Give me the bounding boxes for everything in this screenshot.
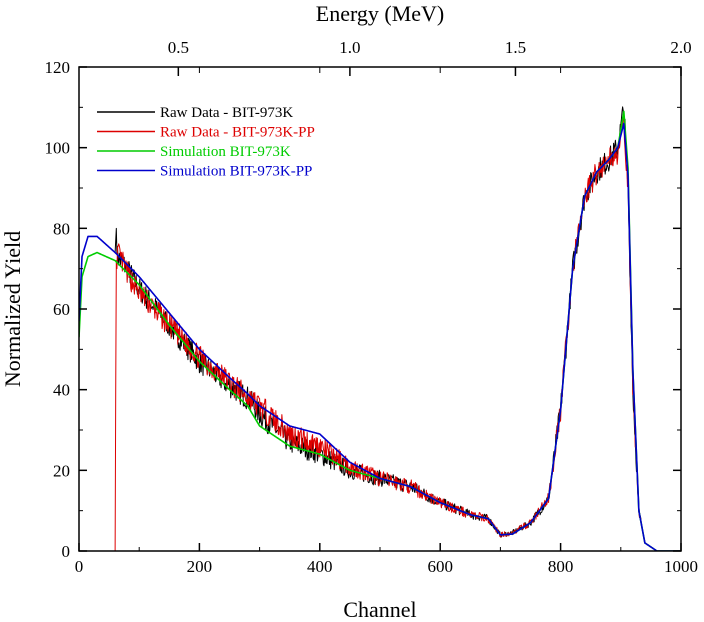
series-line-1 bbox=[114, 113, 681, 551]
legend-label-2: Simulation BIT-973K bbox=[160, 144, 291, 160]
x-axis-title: Channel bbox=[343, 597, 416, 622]
series-layer bbox=[79, 106, 681, 551]
x-tick-label: 200 bbox=[187, 557, 213, 576]
y-axis-title: Normalized Yield bbox=[0, 231, 25, 387]
axes-layer: 0 200 400 600 800 1000 0 20 40 60 80 100 120 0.5 1.0 1.… bbox=[45, 38, 699, 576]
top-tick-label: 1.0 bbox=[339, 38, 360, 57]
legend-label-1: Raw Data - BIT-973K-PP bbox=[160, 125, 315, 141]
x-tick-label: 800 bbox=[548, 557, 574, 576]
legend: Raw Data - BIT-973K Raw Data - BIT-973K-P… bbox=[97, 105, 315, 180]
y-tick-label: 0 bbox=[62, 542, 71, 561]
top-axis-title: Energy (MeV) bbox=[316, 1, 445, 26]
x-tick-label: 600 bbox=[427, 557, 453, 576]
top-tick-label: 0.5 bbox=[168, 38, 189, 57]
y-tick-label: 20 bbox=[53, 461, 70, 480]
y-tick-label: 40 bbox=[53, 381, 70, 400]
y-tick-label: 120 bbox=[45, 58, 71, 77]
series-line-3 bbox=[79, 122, 681, 551]
top-tick-label: 2.0 bbox=[670, 38, 691, 57]
legend-label-3: Simulation BIT-973K-PP bbox=[160, 164, 312, 180]
y-tick-label: 60 bbox=[53, 300, 70, 319]
x-tick-label: 0 bbox=[75, 557, 84, 576]
y-tick-label: 100 bbox=[45, 139, 71, 158]
y-tick-label: 80 bbox=[53, 219, 70, 238]
top-tick-label: 1.5 bbox=[505, 38, 526, 57]
x-tick-label: 1000 bbox=[664, 557, 698, 576]
x-tick-label: 400 bbox=[307, 557, 333, 576]
legend-label-0: Raw Data - BIT-973K bbox=[160, 105, 293, 121]
